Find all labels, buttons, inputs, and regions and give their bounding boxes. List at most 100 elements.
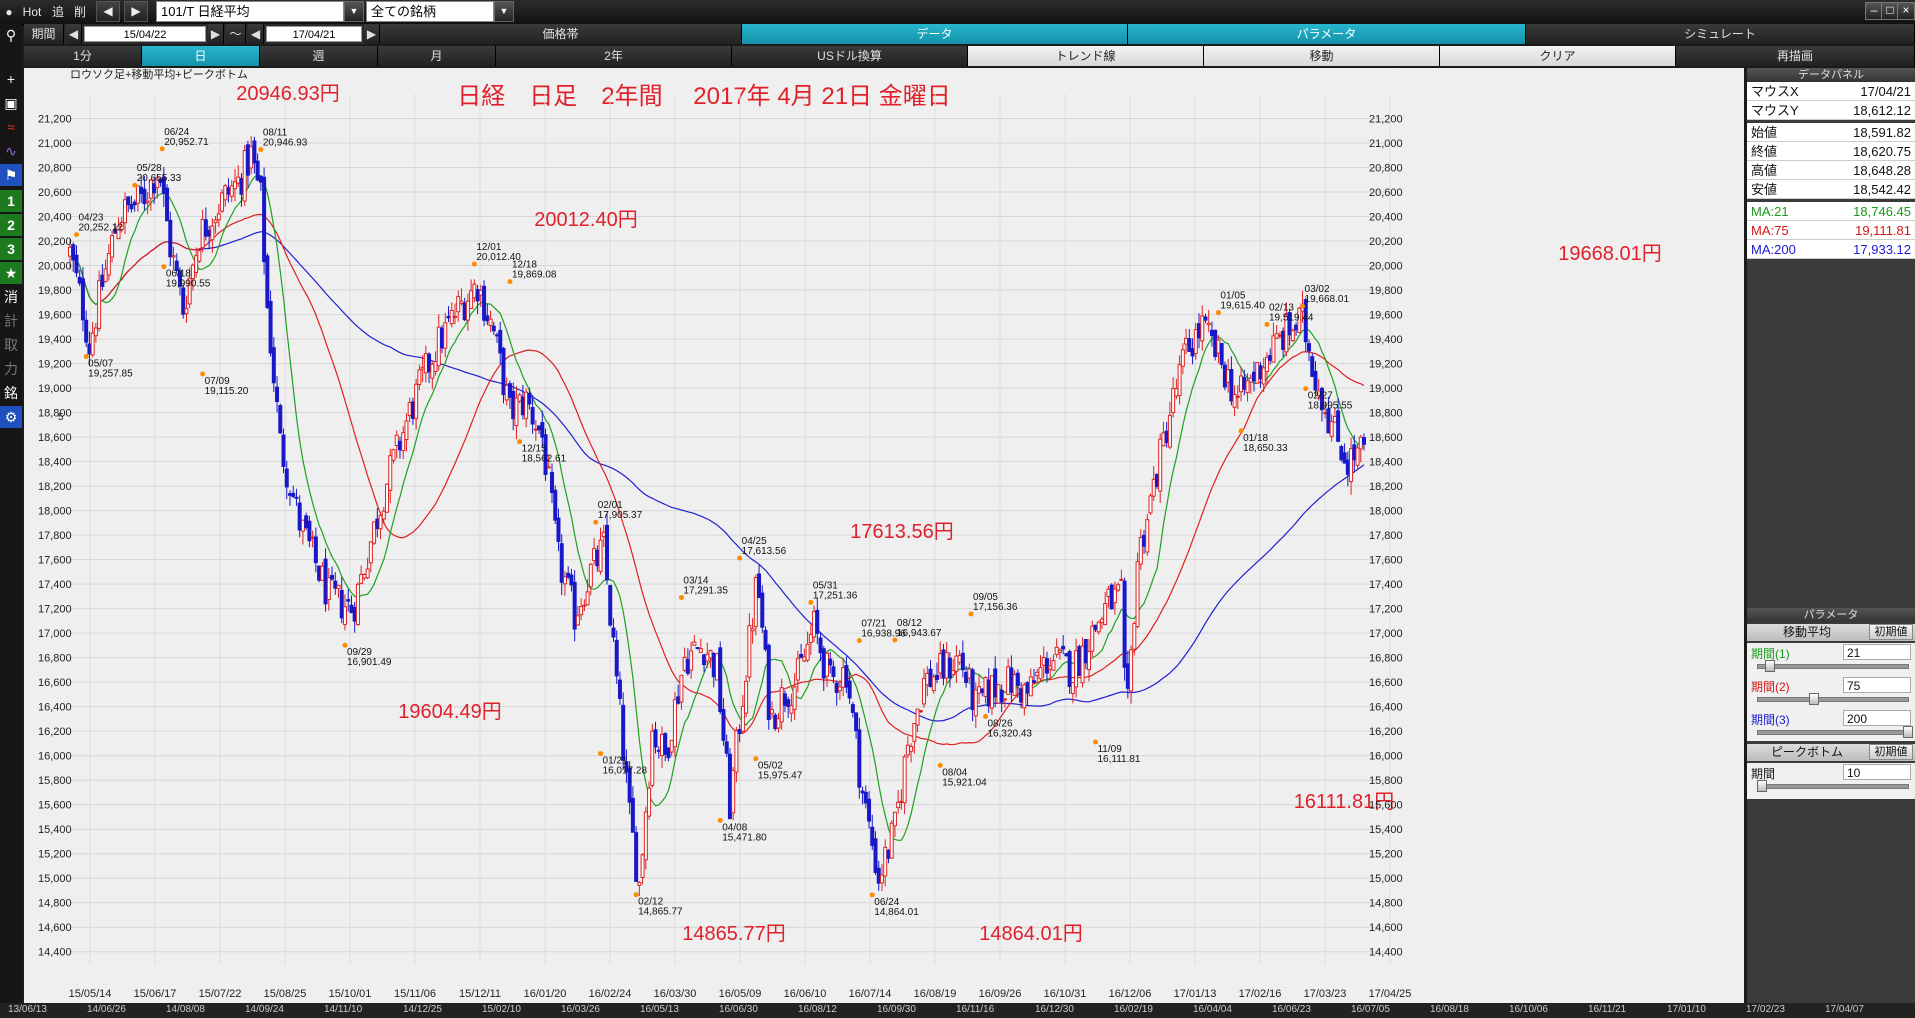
candle-body <box>297 502 302 531</box>
data-row-key: MA:200 <box>1751 242 1796 257</box>
delete-button[interactable]: 削 <box>73 5 86 19</box>
candle-body <box>637 882 642 886</box>
candle-body <box>77 276 82 284</box>
marker-value: 17,251.36 <box>813 590 858 601</box>
period1-input[interactable]: 21 <box>1843 644 1911 660</box>
candle-body <box>844 665 849 688</box>
chevron-left-icon[interactable]: ◀ <box>248 24 264 44</box>
preset-1-button[interactable]: 1 <box>0 190 22 212</box>
candle-body <box>330 575 335 580</box>
candle-body <box>80 278 85 321</box>
candle-body <box>676 696 681 704</box>
peak-marker <box>73 232 79 238</box>
pb-init-button[interactable]: 初期値 <box>1869 744 1913 760</box>
chevron-right-icon[interactable]: ▶ <box>208 24 224 44</box>
pb-thumb[interactable] <box>1757 780 1767 792</box>
marker-date: 08/11 <box>263 128 288 139</box>
interval-1min[interactable]: 1分 <box>24 46 142 66</box>
data-row-key: 終値 <box>1751 144 1778 159</box>
bottom-marker <box>937 762 943 768</box>
magnifier-icon[interactable]: ⚲ <box>5 27 17 43</box>
universe-select[interactable]: 全ての銘柄 <box>366 1 494 22</box>
bulb-icon[interactable]: ● <box>5 5 13 19</box>
next-icon[interactable]: ▶ <box>124 1 148 22</box>
crosshair-icon[interactable]: + <box>6 71 16 87</box>
period1-thumb[interactable] <box>1765 660 1775 672</box>
preset-2-button[interactable]: 2 <box>0 214 22 236</box>
camera-icon[interactable]: ▣ <box>4 95 18 111</box>
gear-icon[interactable]: ⚙ <box>0 406 22 428</box>
candle-body <box>342 606 347 625</box>
prev-icon[interactable]: ◀ <box>96 1 120 22</box>
tab-simulate[interactable]: シミュレート <box>1526 24 1915 44</box>
candle-body <box>122 199 127 224</box>
line-chart-icon[interactable]: ≈ <box>7 119 15 135</box>
symbol-button[interactable]: 銘 <box>4 385 18 401</box>
chevron-down-icon[interactable]: ▼ <box>494 1 514 22</box>
y-tick-label: 20,200 <box>38 236 72 248</box>
marker-date: 03/14 <box>683 575 708 586</box>
candle-body <box>857 729 862 788</box>
candle-body <box>818 637 823 654</box>
y-tick-label: 16,200 <box>38 726 72 738</box>
fetch-button[interactable]: 取 <box>4 337 18 353</box>
close-icon[interactable]: × <box>1897 2 1915 20</box>
candle-body <box>841 667 846 688</box>
input-button[interactable]: 力 <box>4 361 18 377</box>
candle-body <box>1028 676 1033 697</box>
candle-body <box>1103 603 1108 626</box>
to-date-input[interactable]: 17/04/21 <box>266 26 362 42</box>
period3-input[interactable]: 200 <box>1843 710 1911 726</box>
redraw-button[interactable]: 再描画 <box>1676 46 1915 66</box>
chevron-down-icon[interactable]: ▼ <box>344 1 364 22</box>
preset-3-button[interactable]: 3 <box>0 238 22 260</box>
y-tick-label: 16,000 <box>38 751 72 763</box>
interval-week[interactable]: 週 <box>260 46 378 66</box>
chevron-left-icon[interactable]: ◀ <box>66 24 82 44</box>
pb-slider[interactable] <box>1757 784 1909 789</box>
candle-body <box>368 541 373 564</box>
ticker-select[interactable]: 101/T 日経平均 <box>156 1 344 22</box>
candle-body <box>947 657 952 679</box>
period1-slider[interactable] <box>1757 664 1909 669</box>
star-icon[interactable]: ★ <box>0 262 22 284</box>
tab-data[interactable]: データ <box>742 24 1128 44</box>
flag-icon[interactable]: ⚑ <box>0 164 22 186</box>
candle-body <box>731 769 736 814</box>
candle-body <box>326 577 331 601</box>
pb-period-input[interactable]: 10 <box>1843 764 1911 780</box>
tab-price-band[interactable]: 価格帯 <box>380 24 742 44</box>
candle-body <box>472 283 477 299</box>
candle-body <box>310 536 315 539</box>
append-button[interactable]: 追 <box>51 5 64 19</box>
candle-body <box>1332 415 1337 423</box>
period2-input[interactable]: 75 <box>1843 677 1911 693</box>
usd-convert-button[interactable]: USドル換算 <box>732 46 968 66</box>
period3-slider[interactable] <box>1757 730 1909 735</box>
range-2year[interactable]: 2年 <box>496 46 732 66</box>
tab-parameter[interactable]: パラメータ <box>1128 24 1526 44</box>
ma-line <box>69 174 1365 841</box>
indicator-icon[interactable]: ∿ <box>5 143 17 159</box>
candle-body <box>663 733 668 755</box>
ma-init-button[interactable]: 初期値 <box>1869 624 1913 640</box>
marker-date: 02/12 <box>638 897 663 908</box>
candle-body <box>242 150 247 202</box>
interval-month[interactable]: 月 <box>378 46 496 66</box>
from-date-input[interactable]: 15/04/22 <box>84 26 206 42</box>
move-button[interactable]: 移動 <box>1204 46 1440 66</box>
calc-button[interactable]: 計 <box>4 313 18 329</box>
y-tick-label: 19,800 <box>38 285 72 297</box>
period2-thumb[interactable] <box>1809 693 1819 705</box>
clear-button[interactable]: クリア <box>1440 46 1676 66</box>
chevron-right-icon[interactable]: ▶ <box>364 24 380 44</box>
period2-slider[interactable] <box>1757 697 1909 702</box>
erase-button[interactable]: 消 <box>4 289 18 305</box>
candle-body <box>553 489 558 521</box>
trendline-button[interactable]: トレンド線 <box>968 46 1204 66</box>
interval-day[interactable]: 日 <box>142 46 260 66</box>
hot-button[interactable]: Hot <box>22 5 42 19</box>
candle-body <box>776 718 781 729</box>
period3-thumb[interactable] <box>1903 726 1913 738</box>
price-chart[interactable]: ロウソク足+移動平均+ピークボトム 日経 日足 2年間 2017年 4月 21日… <box>24 68 1744 1003</box>
